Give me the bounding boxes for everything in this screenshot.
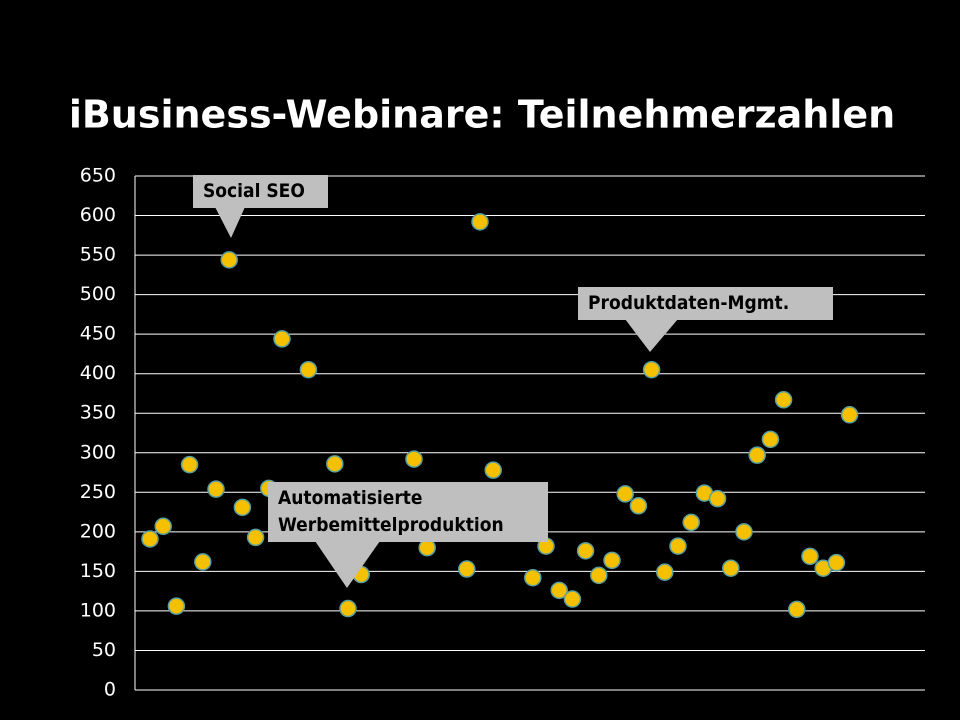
- data-point: [154, 517, 172, 536]
- data-point: [722, 559, 740, 577]
- data-point: [405, 450, 423, 468]
- data-point: [339, 599, 357, 618]
- annotation-pointer: [215, 207, 245, 238]
- data-point: [642, 360, 661, 379]
- data-point: [656, 563, 674, 581]
- data-point: [748, 446, 766, 464]
- data-point: [180, 455, 199, 474]
- data-point: [840, 406, 859, 424]
- data-point: [563, 590, 582, 608]
- chart-title: iBusiness-Webinare: Teilnehmerzahlen: [69, 93, 895, 137]
- data-point: [682, 513, 700, 532]
- y-tick-label: 650: [80, 165, 116, 187]
- data-point: [141, 530, 159, 548]
- data-point: [827, 553, 846, 572]
- data-point: [801, 547, 819, 566]
- y-tick-label: 200: [80, 520, 116, 542]
- data-point: [576, 542, 595, 560]
- data-point: [735, 523, 753, 541]
- y-tick-label: 50: [92, 639, 116, 661]
- data-point: [550, 581, 568, 600]
- data-point: [484, 461, 502, 479]
- y-tick-label: 400: [80, 362, 116, 384]
- y-tick-label: 0: [104, 679, 116, 701]
- y-tick-label: 500: [80, 283, 116, 305]
- data-point: [603, 551, 621, 570]
- y-tick-label: 300: [80, 441, 116, 463]
- y-tick-label: 150: [80, 560, 116, 582]
- annotation: Produktdaten-Mgmt.: [578, 287, 833, 320]
- data-point: [708, 489, 727, 508]
- data-point: [669, 537, 687, 555]
- data-point: [194, 553, 212, 571]
- data-point: [761, 430, 780, 449]
- data-point: [458, 560, 476, 578]
- y-tick-label: 450: [80, 323, 116, 345]
- data-point: [471, 213, 489, 231]
- y-tick-label: 350: [80, 402, 116, 424]
- y-tick-label: 250: [80, 481, 116, 503]
- data-point: [167, 597, 186, 615]
- data-point: [788, 600, 806, 619]
- data-point: [774, 391, 793, 409]
- data-point: [273, 330, 291, 348]
- data-point: [590, 566, 608, 585]
- data-point: [616, 485, 634, 503]
- data-point: [418, 538, 436, 557]
- data-point: [246, 528, 265, 547]
- annotation: Social SEO: [193, 175, 328, 208]
- data-point: [326, 455, 344, 473]
- y-tick-label: 600: [80, 204, 116, 226]
- y-tick-label: 550: [80, 244, 116, 266]
- annotation-pointer: [315, 541, 380, 588]
- y-tick-label: 100: [80, 599, 116, 621]
- data-point: [299, 360, 318, 379]
- data-point: [233, 498, 252, 517]
- annotation: Automatisierte Werbemittelproduktion: [268, 482, 548, 542]
- data-point: [220, 251, 238, 269]
- data-point: [524, 568, 542, 587]
- annotation-pointer: [625, 319, 678, 352]
- data-point: [629, 497, 648, 515]
- data-point: [207, 480, 225, 498]
